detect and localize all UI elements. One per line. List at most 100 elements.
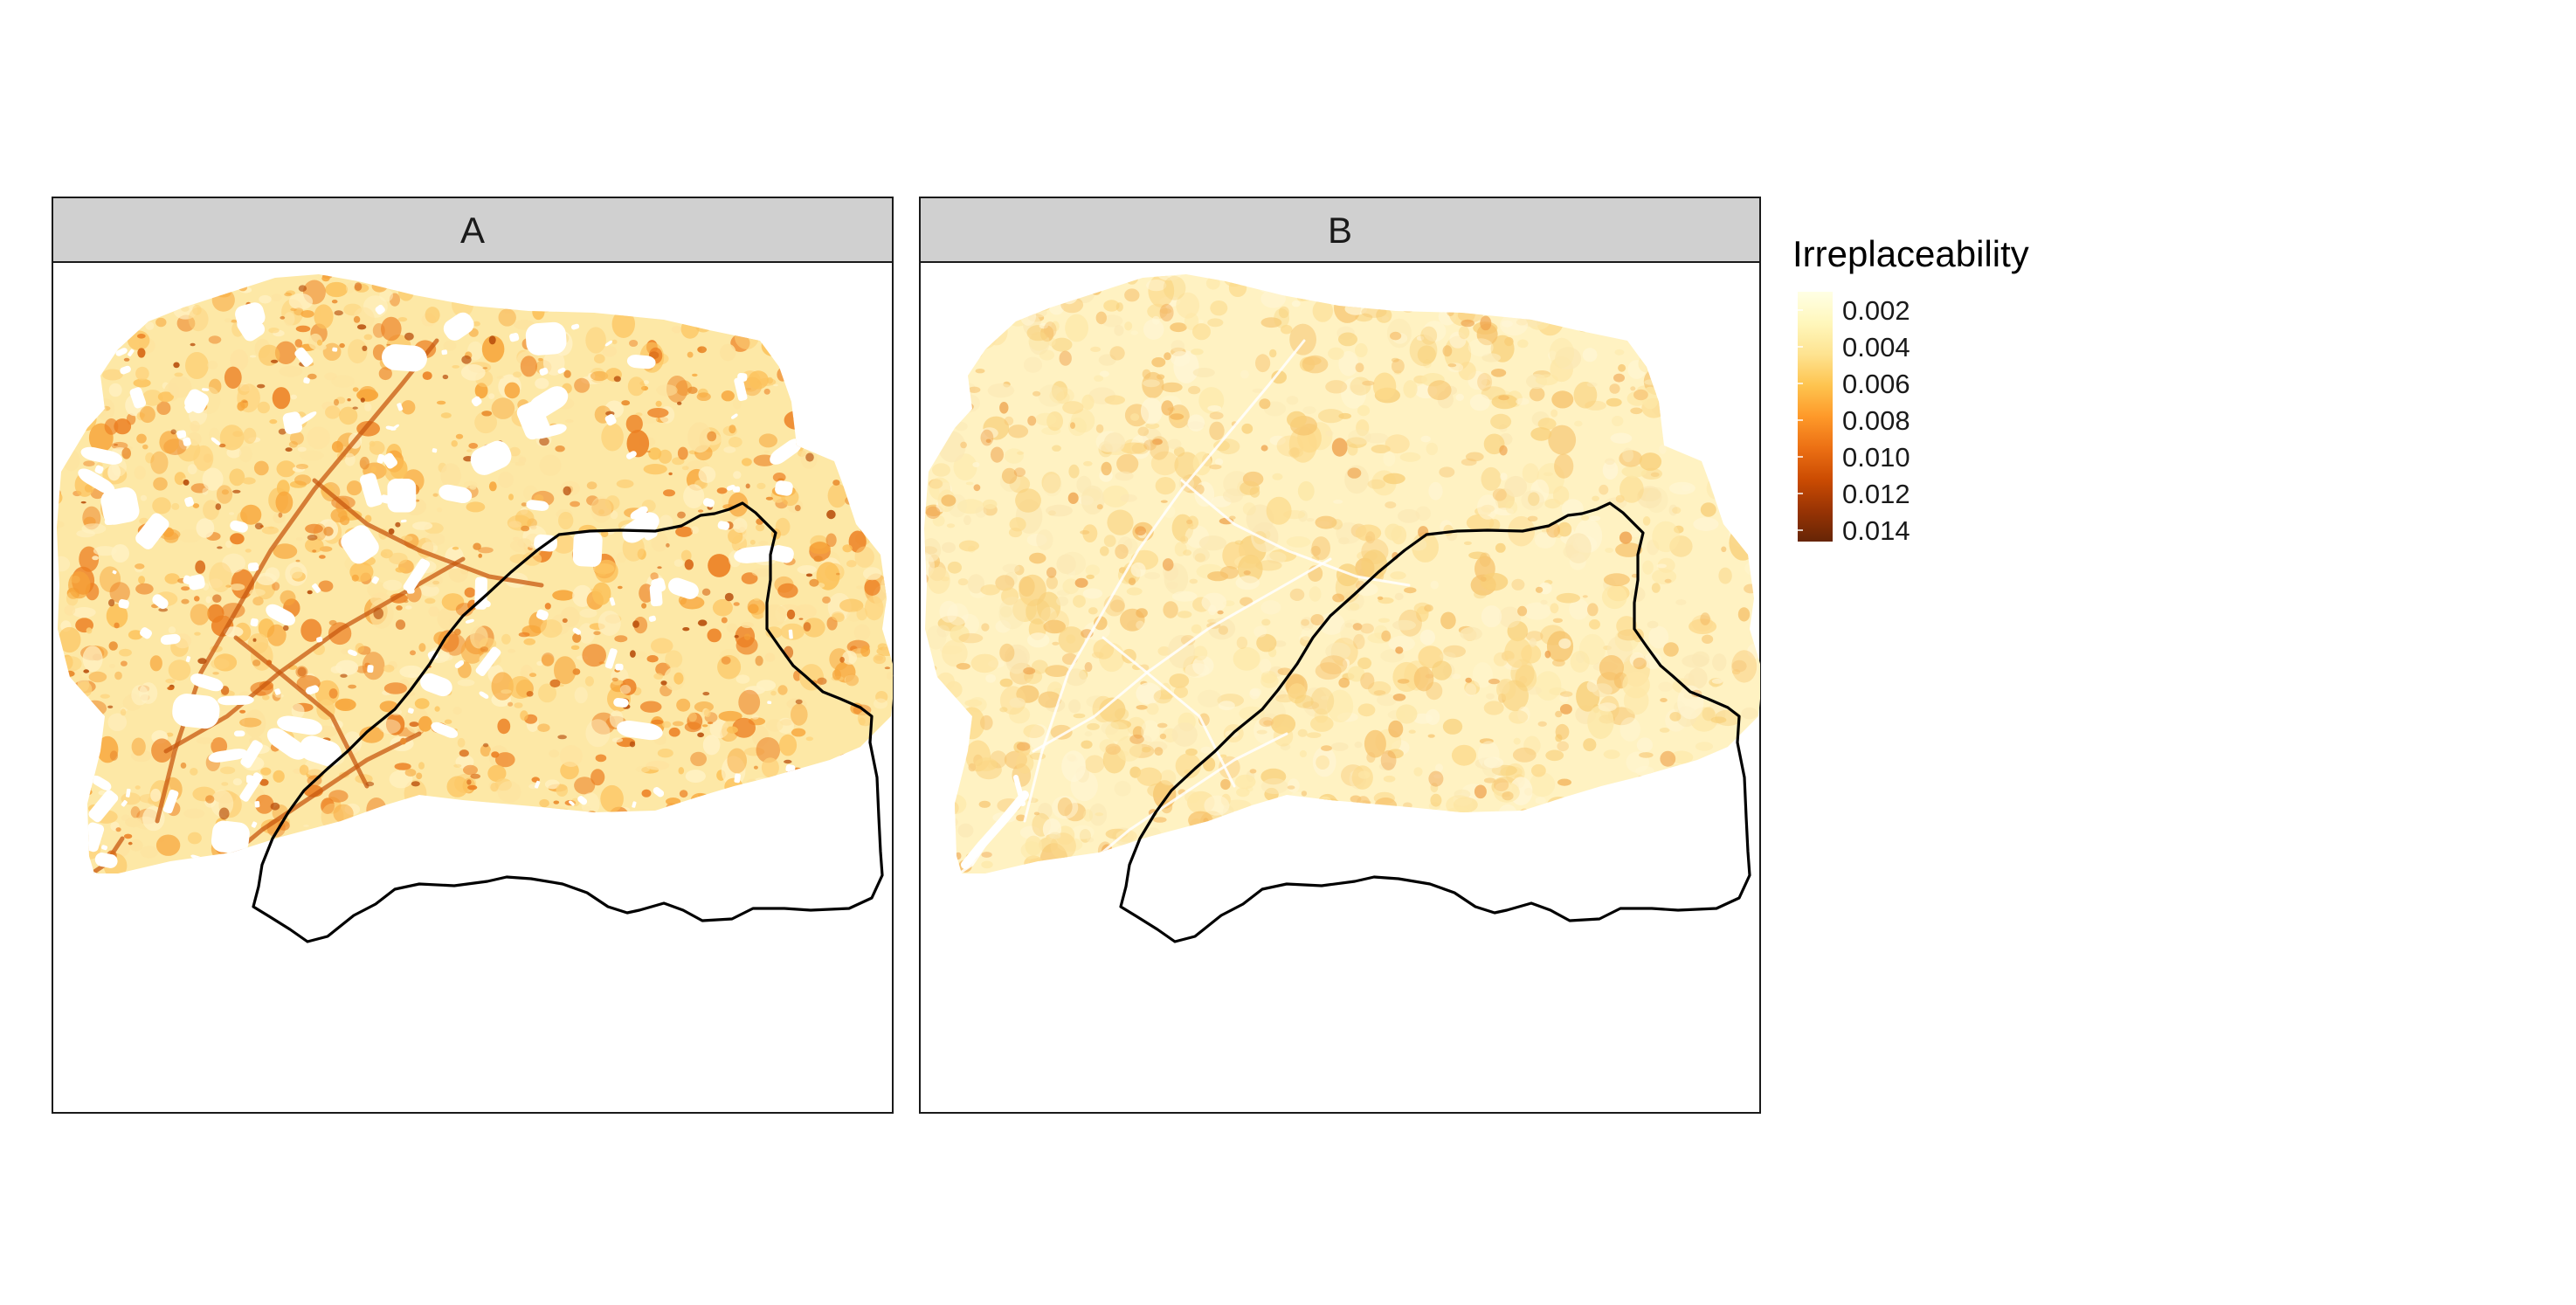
raster-cell: [1115, 302, 1123, 312]
raster-cell: [707, 628, 722, 643]
raster-cell: [825, 533, 837, 548]
raster-cell: [1605, 458, 1615, 466]
raster-cell: [348, 339, 368, 364]
raster-cell: [864, 579, 881, 596]
raster-cell: [1315, 662, 1342, 680]
raster-cell: [1430, 580, 1439, 590]
raster-cell: [1488, 519, 1501, 532]
raster-cell: [192, 503, 200, 508]
raster-cell: [1124, 321, 1133, 331]
raster-cell: [92, 556, 99, 561]
no-data-gap: [532, 424, 567, 439]
raster-cell: [378, 367, 392, 381]
raster-cell: [1038, 803, 1053, 819]
raster-cell: [518, 632, 530, 638]
raster-cell: [400, 737, 407, 745]
no-data-gap: [277, 715, 322, 735]
raster-cell: [1490, 413, 1512, 430]
raster-cell: [501, 689, 512, 694]
raster-cell: [135, 785, 141, 790]
raster-cell: [1494, 508, 1514, 516]
raster-cell: [121, 447, 131, 459]
raster-cell: [1317, 409, 1344, 424]
raster-cell: [1447, 363, 1457, 368]
raster-cell: [554, 656, 577, 685]
raster-cell: [1483, 777, 1496, 784]
raster-cell: [1217, 610, 1224, 615]
raster-cell: [215, 503, 222, 510]
raster-cell: [1615, 542, 1643, 557]
raster-cell: [1513, 737, 1521, 745]
raster-cell: [701, 724, 708, 728]
raster-cell: [81, 523, 107, 535]
raster-cell: [466, 501, 486, 513]
raster-cell: [681, 466, 689, 471]
raster-cell: [1415, 506, 1431, 521]
raster-cell: [396, 605, 403, 611]
raster-cell: [1084, 662, 1093, 673]
raster-cell: [212, 594, 222, 603]
raster-cell: [470, 773, 480, 779]
no-data-gap: [528, 386, 569, 418]
no-data-gap: [359, 473, 383, 508]
raster-cell: [128, 841, 133, 846]
raster-cell: [1500, 473, 1508, 481]
raster-cell: [155, 834, 181, 856]
raster-cell: [570, 645, 580, 650]
raster-cell: [1171, 590, 1198, 602]
raster-cell: [584, 676, 595, 687]
legend-label: 0.012: [1842, 479, 1910, 509]
raster-cell: [1435, 763, 1443, 772]
raster-cell: [254, 522, 263, 530]
raster-cell: [1115, 829, 1137, 843]
raster-cell: [498, 308, 516, 327]
raster-cell: [359, 726, 384, 743]
raster-cell: [1575, 652, 1585, 663]
raster-cell: [726, 726, 738, 734]
raster-cell: [1642, 560, 1654, 575]
raster-cell: [159, 431, 179, 454]
no-data-gap: [129, 387, 147, 409]
raster-cell: [574, 377, 590, 393]
raster-cell: [1186, 515, 1198, 530]
raster-cell: [271, 293, 282, 301]
no-data-gap: [702, 498, 715, 508]
no-data-gap: [8, 872, 17, 880]
raster-cell: [1004, 448, 1024, 464]
raster-cell: [773, 383, 778, 387]
raster-cell: [345, 282, 355, 293]
raster-cell: [1150, 451, 1179, 476]
raster-cell: [1461, 319, 1474, 328]
raster-cell: [1354, 741, 1363, 749]
raster-cell: [347, 398, 351, 402]
raster-cell: [352, 387, 359, 392]
raster-cell: [168, 626, 176, 634]
raster-cell: [1552, 486, 1570, 505]
raster-cell: [1476, 323, 1498, 346]
raster-cell: [1241, 423, 1253, 434]
raster-cell: [1483, 701, 1504, 715]
raster-cell: [1288, 778, 1300, 793]
raster-cell: [1102, 485, 1129, 508]
raster-cell: [1552, 618, 1563, 623]
raster-cell: [121, 660, 128, 666]
raster-cell: [1535, 374, 1558, 386]
no-data-gap: [558, 162, 569, 171]
raster-cell: [1480, 315, 1492, 331]
raster-cell: [1570, 651, 1590, 673]
raster-cell: [1328, 347, 1344, 360]
raster-cell: [1289, 588, 1305, 601]
raster-cell: [653, 673, 664, 680]
raster-cell: [1618, 363, 1626, 372]
raster-cell: [1486, 693, 1495, 700]
raster-cell: [1310, 687, 1335, 715]
raster-cell: [521, 525, 530, 532]
raster-cell: [1260, 600, 1281, 615]
raster-cell: [229, 583, 245, 591]
no-data-gap: [569, 800, 575, 806]
raster-cell: [1026, 678, 1035, 684]
raster-cell: [1693, 517, 1719, 531]
raster-cell: [1061, 750, 1086, 783]
raster-cell: [690, 751, 707, 767]
raster-cell: [1480, 572, 1509, 591]
